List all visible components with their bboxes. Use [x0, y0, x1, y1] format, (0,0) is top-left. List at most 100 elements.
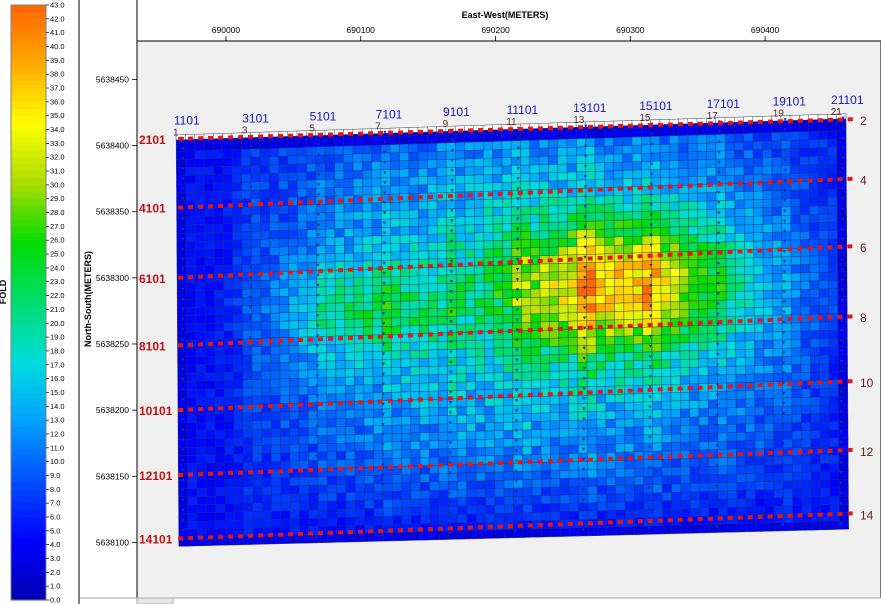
heatmap-cell [410, 449, 421, 459]
colorbar-band [11, 46, 46, 55]
heatmap-cell [417, 135, 428, 144]
heatmap-cell [827, 196, 838, 206]
heatmap-cell [336, 451, 346, 461]
heatmap-cell [707, 275, 717, 285]
colorbar-tick-label: 37.0 [50, 84, 65, 93]
heatmap-cell [278, 147, 289, 157]
heatmap-cell [727, 465, 737, 475]
heatmap-cell [791, 414, 802, 423]
y-tick-label: 5638450 [96, 74, 129, 84]
heatmap-cell [243, 453, 253, 463]
heatmap-cell [764, 497, 775, 507]
heatmap-cell [773, 397, 783, 407]
heatmap-cell [475, 472, 486, 482]
heatmap-cell [373, 417, 383, 427]
heatmap-cell [400, 383, 411, 393]
heatmap-cell [595, 328, 606, 338]
heatmap-cell [586, 369, 597, 379]
heatmap-cell [185, 175, 196, 185]
heatmap-cell [362, 136, 372, 146]
scrollbar-stub[interactable] [136, 597, 174, 604]
heatmap-cell [736, 423, 746, 433]
heatmap-cell [669, 226, 680, 236]
heatmap-cell [594, 179, 605, 189]
heatmap-cell [541, 528, 552, 538]
heatmap-cell [243, 437, 253, 447]
heatmap-cell [233, 445, 244, 455]
heatmap-cell [391, 309, 401, 319]
heatmap-cell [401, 532, 412, 541]
heatmap-cell [698, 416, 709, 426]
heatmap-cell [420, 506, 430, 516]
heatmap-cell [428, 374, 439, 384]
heatmap-cell [344, 302, 355, 312]
heatmap-cell [476, 488, 486, 498]
heatmap-cell [690, 524, 700, 534]
heatmap-cell [531, 363, 541, 373]
heatmap-cell [428, 291, 438, 301]
heatmap-cell [772, 240, 782, 250]
heatmap-cell [827, 155, 838, 165]
heatmap-cell [538, 147, 549, 157]
heatmap-cell [510, 132, 521, 142]
heatmap-cell [335, 343, 346, 353]
colorbar-band [11, 413, 46, 421]
heatmap-cell [568, 469, 579, 479]
heatmap-cell [382, 474, 393, 484]
receiver-line-label: 3101 [242, 112, 269, 126]
heatmap-cell [707, 283, 717, 293]
heatmap-cell [289, 394, 299, 404]
heatmap-cell [243, 429, 253, 438]
heatmap-cell [772, 356, 783, 366]
heatmap-cell [287, 139, 298, 149]
heatmap-cell [679, 350, 690, 360]
heatmap-cell [279, 386, 290, 396]
heatmap-cell [688, 267, 699, 277]
heatmap-cell [687, 159, 698, 169]
heatmap-cell [595, 220, 605, 230]
heatmap-cell [670, 284, 680, 294]
heatmap-cell [185, 232, 196, 242]
heatmap-cell [671, 467, 681, 476]
heatmap-cell [344, 244, 354, 254]
heatmap-cell [299, 493, 309, 503]
heatmap-cell [614, 302, 625, 312]
heatmap-cell [587, 444, 598, 454]
heatmap-cell [260, 238, 271, 248]
heatmap-cell [613, 211, 624, 221]
receiver-marker [650, 162, 654, 166]
heatmap-cell [698, 375, 709, 384]
heatmap-cell [604, 137, 614, 147]
heatmap-cell [383, 532, 393, 542]
heatmap-cell [474, 182, 484, 192]
heatmap-cell [522, 429, 532, 439]
heatmap-cell [187, 496, 198, 506]
heatmap-cell [586, 229, 596, 239]
heatmap-cell [660, 202, 670, 211]
heatmap-cell [251, 231, 261, 240]
heatmap-cell [624, 410, 635, 420]
heatmap-cell [586, 270, 596, 280]
heatmap-cell [457, 530, 468, 540]
heatmap-cell [594, 170, 605, 180]
colorbar-band [11, 171, 46, 179]
heatmap-cell [186, 323, 197, 333]
heatmap-cell [279, 320, 290, 330]
heatmap-cell [792, 438, 802, 448]
heatmap-cell [595, 237, 606, 247]
heatmap-cell [670, 334, 681, 344]
heatmap-cell [418, 234, 429, 244]
heatmap-cell [568, 411, 579, 421]
heatmap-cell [436, 175, 447, 185]
heatmap-cell [661, 459, 672, 468]
heatmap-cell [289, 435, 300, 445]
heatmap-cell [401, 490, 412, 500]
heatmap-cell [624, 418, 635, 428]
heatmap-cell [566, 146, 577, 156]
receiver-marker [783, 189, 787, 193]
colorbar-band [11, 593, 46, 601]
heatmap-cell [585, 171, 596, 181]
heatmap-cell [772, 256, 782, 266]
heatmap-cell [586, 278, 596, 288]
heatmap-cell [809, 197, 819, 207]
